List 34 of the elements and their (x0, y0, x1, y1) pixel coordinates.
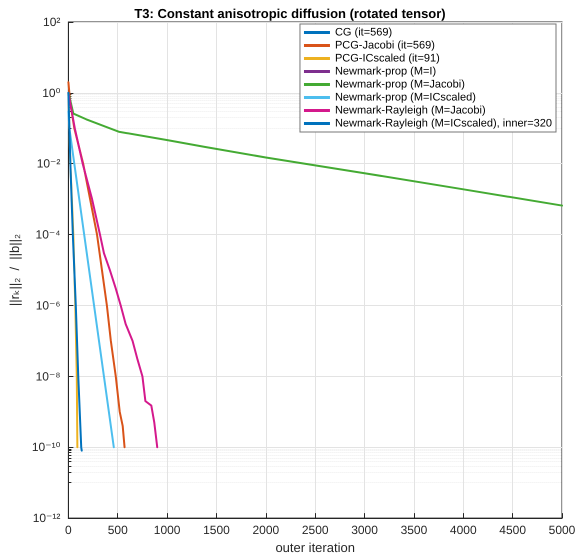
x-tick-label: 4500 (499, 523, 526, 538)
y-tick-label: 10⁻⁴ (36, 228, 60, 242)
x-tick-label: 500 (108, 523, 128, 538)
x-tick-label: 4000 (450, 523, 477, 538)
line-series (67, 81, 126, 448)
legend-label: PCG-Jacobi (it=569) (334, 40, 435, 52)
line-series (67, 92, 83, 452)
line-series (67, 92, 563, 207)
x-tick-label: 2000 (252, 523, 280, 538)
x-tick-label: 3500 (400, 523, 428, 538)
legend-label: Newmark-prop (M=Jacobi) (334, 78, 465, 90)
legend-label: Newmark-prop (M=I) (334, 66, 436, 78)
x-tick-label: 5000 (548, 523, 576, 538)
legend-label: Newmark-prop (M=ICscaled) (334, 92, 476, 104)
legend-label: CG (it=569) (334, 26, 392, 38)
chart-title: T3: Constant anisotropic diffusion (rotated tensor) (134, 6, 446, 21)
y-axis-title: ||rₖ||₂ / ||b||₂ (7, 234, 22, 306)
y-tick-label: 10⁻² (36, 156, 60, 171)
legend-label: PCG-ICscaled (it=91) (334, 52, 440, 64)
y-tick-label: 10⁻¹⁰ (32, 440, 61, 454)
y-tick-label: 10⁻¹² (32, 511, 60, 526)
x-axis-title: outer iteration (275, 540, 355, 555)
y-tick-label: 10² (43, 15, 60, 29)
y-tick-label: 10⁻⁶ (36, 298, 60, 312)
x-tick-label: 3000 (351, 523, 378, 538)
x-tick-label: 0 (65, 523, 72, 538)
y-tick-label: 10⁻⁸ (36, 369, 60, 384)
y-tick-label: 10⁰ (42, 86, 61, 100)
x-tick-label: 2500 (302, 523, 329, 538)
legend-label: Newmark-Rayleigh (M=Jacobi) (334, 104, 486, 116)
x-tick-label: 1500 (203, 523, 230, 538)
x-tick-label: 1000 (154, 523, 181, 538)
legend-label: Newmark-Rayleigh (M=ICscaled), inner=320 (334, 118, 552, 130)
line-series (67, 110, 115, 448)
